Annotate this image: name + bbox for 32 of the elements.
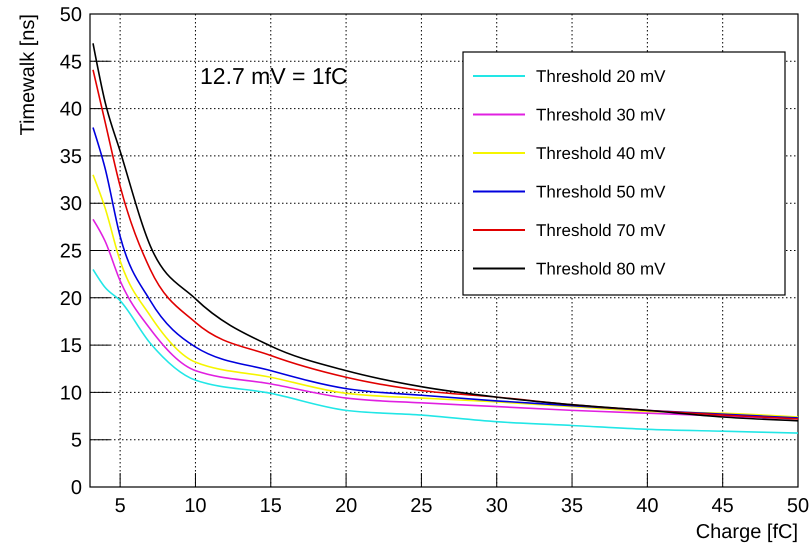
x-tick-label: 30 — [486, 495, 508, 517]
x-tick-label: 20 — [334, 495, 358, 517]
y-tick-label: 45 — [60, 51, 82, 74]
y-tick-label: 0 — [70, 477, 82, 499]
line-series — [92, 174, 799, 418]
x-tick-label: 40 — [636, 495, 658, 517]
y-tick-label: 50 — [60, 4, 82, 26]
x-tick-label: 35 — [560, 495, 584, 517]
legend-label: Threshold 20 mV — [536, 67, 666, 86]
legend-label: Threshold 80 mV — [536, 260, 666, 278]
legend-label: Threshold 30 mV — [536, 106, 666, 124]
y-tick-label: 40 — [60, 98, 82, 121]
y-tick-label: 10 — [60, 382, 82, 404]
y-tick-label: 30 — [60, 193, 82, 216]
legend-label: Threshold 40 mV — [536, 144, 666, 163]
line-series — [92, 126, 799, 419]
x-tick-label: 50 — [786, 495, 810, 517]
x-tick-label: 25 — [410, 495, 433, 517]
x-tick-label: 10 — [184, 495, 207, 517]
x-tick-label: 5 — [114, 495, 126, 517]
x-axis-title: Charge [fC] — [696, 521, 798, 543]
x-tick-label: 45 — [712, 495, 734, 517]
y-tick-label: 5 — [70, 430, 82, 452]
y-tick-label: 20 — [60, 288, 82, 310]
y-tick-label: 35 — [60, 146, 82, 168]
y-axis-title: Timewalk [ns] — [17, 14, 39, 136]
y-tick-label: 15 — [60, 335, 82, 358]
legend-label: Threshold 70 mV — [536, 221, 666, 240]
y-tick-label: 25 — [60, 240, 82, 262]
x-tick-label: 15 — [260, 495, 282, 517]
legend-label: Threshold 50 mV — [536, 182, 666, 202]
annotation: 12.7 mV = 1fC — [200, 63, 348, 89]
